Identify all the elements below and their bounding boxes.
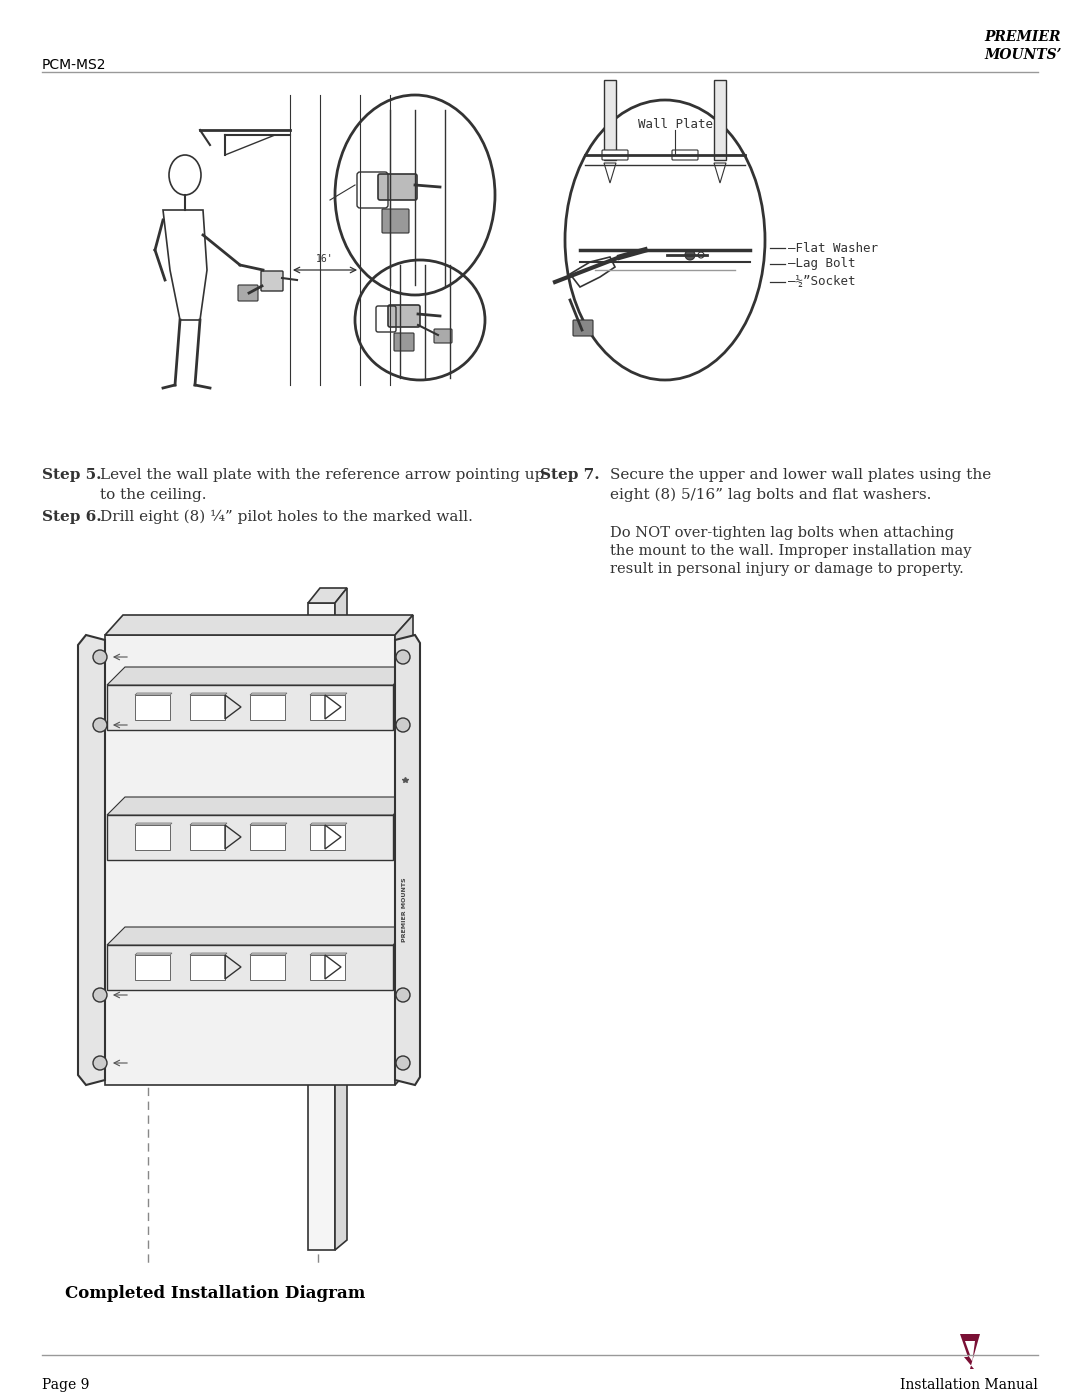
Polygon shape — [190, 953, 227, 956]
Text: Installation Manual: Installation Manual — [900, 1377, 1038, 1391]
Text: Step 6.: Step 6. — [42, 510, 102, 524]
FancyBboxPatch shape — [382, 210, 409, 233]
Text: PREMIER MOUNTS: PREMIER MOUNTS — [403, 877, 407, 943]
Circle shape — [396, 650, 410, 664]
Polygon shape — [308, 588, 347, 604]
Polygon shape — [335, 588, 347, 1250]
Text: Completed Installation Diagram: Completed Installation Diagram — [65, 1285, 365, 1302]
Text: PREMIER: PREMIER — [984, 29, 1061, 43]
Text: Secure the upper and lower wall plates using the: Secure the upper and lower wall plates u… — [610, 468, 991, 482]
Text: Page 9: Page 9 — [42, 1377, 90, 1391]
Polygon shape — [135, 956, 170, 981]
Polygon shape — [107, 666, 411, 685]
Polygon shape — [249, 823, 287, 826]
Text: Level the wall plate with the reference arrow pointing up: Level the wall plate with the reference … — [100, 468, 544, 482]
Polygon shape — [310, 694, 345, 719]
Polygon shape — [78, 636, 105, 1085]
Polygon shape — [395, 615, 413, 1085]
Polygon shape — [310, 693, 347, 694]
Circle shape — [93, 1056, 107, 1070]
Polygon shape — [190, 826, 225, 849]
Polygon shape — [107, 685, 393, 731]
Polygon shape — [249, 956, 285, 981]
Circle shape — [93, 718, 107, 732]
Text: Drill eight (8) ¼” pilot holes to the marked wall.: Drill eight (8) ¼” pilot holes to the ma… — [100, 510, 473, 524]
Text: MOUNTS’: MOUNTS’ — [984, 47, 1062, 61]
Text: 16': 16' — [316, 254, 334, 264]
FancyBboxPatch shape — [394, 332, 414, 351]
Text: result in personal injury or damage to property.: result in personal injury or damage to p… — [610, 562, 963, 576]
Text: Do NOT over-tighten lag bolts when attaching: Do NOT over-tighten lag bolts when attac… — [610, 527, 954, 541]
Text: eight (8) 5/16” lag bolts and flat washers.: eight (8) 5/16” lag bolts and flat washe… — [610, 488, 931, 503]
Text: to the ceiling.: to the ceiling. — [100, 488, 206, 502]
Text: —Lag Bolt: —Lag Bolt — [788, 257, 855, 271]
FancyBboxPatch shape — [105, 636, 395, 1085]
Polygon shape — [190, 693, 227, 694]
Polygon shape — [395, 636, 420, 1085]
Polygon shape — [105, 615, 413, 636]
Circle shape — [685, 250, 696, 260]
Text: PCM-MS2: PCM-MS2 — [42, 59, 107, 73]
Polygon shape — [249, 693, 287, 694]
FancyBboxPatch shape — [573, 320, 593, 337]
Circle shape — [698, 251, 704, 258]
Polygon shape — [107, 798, 411, 814]
FancyBboxPatch shape — [261, 271, 283, 291]
Polygon shape — [107, 944, 393, 990]
Polygon shape — [190, 823, 227, 826]
Polygon shape — [310, 953, 347, 956]
Polygon shape — [310, 826, 345, 849]
Polygon shape — [135, 953, 172, 956]
Circle shape — [396, 1056, 410, 1070]
Polygon shape — [249, 694, 285, 719]
Circle shape — [396, 718, 410, 732]
FancyBboxPatch shape — [378, 175, 417, 200]
Polygon shape — [960, 1334, 980, 1369]
Polygon shape — [310, 956, 345, 981]
Circle shape — [396, 988, 410, 1002]
Text: —½”Socket: —½”Socket — [788, 275, 855, 289]
Polygon shape — [135, 693, 172, 694]
Polygon shape — [190, 956, 225, 981]
Circle shape — [93, 650, 107, 664]
FancyBboxPatch shape — [602, 149, 627, 161]
Polygon shape — [135, 694, 170, 719]
FancyBboxPatch shape — [672, 149, 698, 161]
Text: Wall Plate: Wall Plate — [637, 117, 713, 131]
FancyBboxPatch shape — [238, 285, 258, 300]
Polygon shape — [966, 1341, 975, 1363]
FancyBboxPatch shape — [434, 330, 453, 344]
Text: Step 5.: Step 5. — [42, 468, 102, 482]
Polygon shape — [190, 694, 225, 719]
Polygon shape — [107, 928, 411, 944]
FancyBboxPatch shape — [308, 604, 335, 1250]
Polygon shape — [135, 823, 172, 826]
Text: Step 7.: Step 7. — [540, 468, 599, 482]
Polygon shape — [249, 826, 285, 849]
Polygon shape — [310, 823, 347, 826]
Polygon shape — [249, 953, 287, 956]
FancyBboxPatch shape — [388, 305, 420, 327]
FancyBboxPatch shape — [714, 80, 726, 161]
Text: —Flat Washer: —Flat Washer — [788, 242, 878, 254]
FancyBboxPatch shape — [604, 80, 616, 161]
Circle shape — [93, 988, 107, 1002]
Polygon shape — [135, 826, 170, 849]
Text: the mount to the wall. Improper installation may: the mount to the wall. Improper installa… — [610, 543, 972, 557]
Polygon shape — [107, 814, 393, 861]
